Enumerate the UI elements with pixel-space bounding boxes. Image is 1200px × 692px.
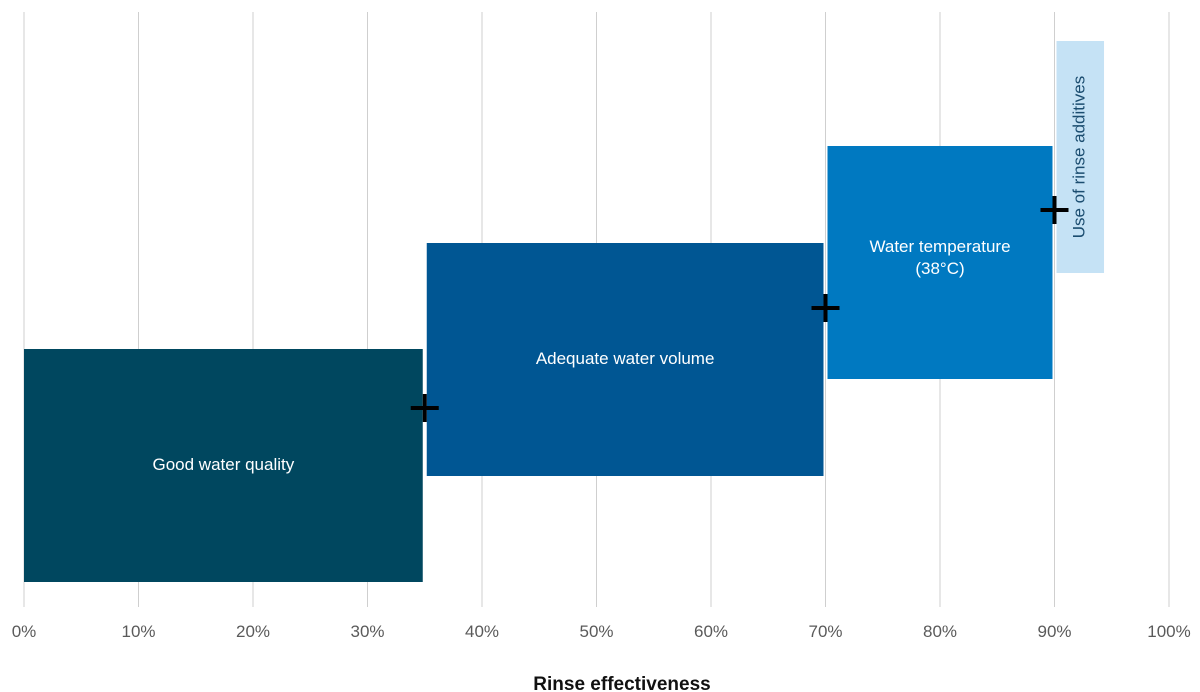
bar-segment: [827, 146, 1053, 379]
x-tick-label: 90%: [1037, 622, 1071, 641]
x-tick-label: 30%: [350, 622, 384, 641]
bar-segment: [426, 243, 824, 476]
plus-markers: [410, 196, 1069, 422]
x-tick-label: 20%: [236, 622, 270, 641]
segment-label: Adequate water volume: [536, 349, 715, 368]
plus-marker: [1040, 196, 1069, 224]
bar-segment: [24, 349, 423, 582]
x-tick-label: 50%: [579, 622, 613, 641]
bar-segment: [1056, 41, 1105, 273]
x-tick-label: 80%: [923, 622, 957, 641]
x-tick-label: 70%: [808, 622, 842, 641]
plus-marker: [410, 394, 439, 422]
x-tick-label: 100%: [1147, 622, 1190, 641]
segment-label: Good water quality: [153, 455, 295, 474]
segment-label: Use of rinse additives: [1070, 76, 1089, 239]
bar-segments: Good water quality Adequate water volume W…: [24, 41, 1105, 582]
x-tick-label: 0%: [12, 622, 37, 641]
plus-marker: [811, 294, 840, 322]
x-axis-ticks: 0% 10% 20% 30% 40% 50% 60% 70% 80% 90% 100%: [12, 622, 1191, 641]
segment-label: (38°C): [915, 259, 964, 278]
x-tick-label: 40%: [465, 622, 499, 641]
x-axis-title: Rinse effectiveness: [533, 674, 710, 692]
segment-label: Water temperature: [869, 237, 1010, 256]
x-tick-label: 60%: [694, 622, 728, 641]
x-tick-label: 10%: [121, 622, 155, 641]
